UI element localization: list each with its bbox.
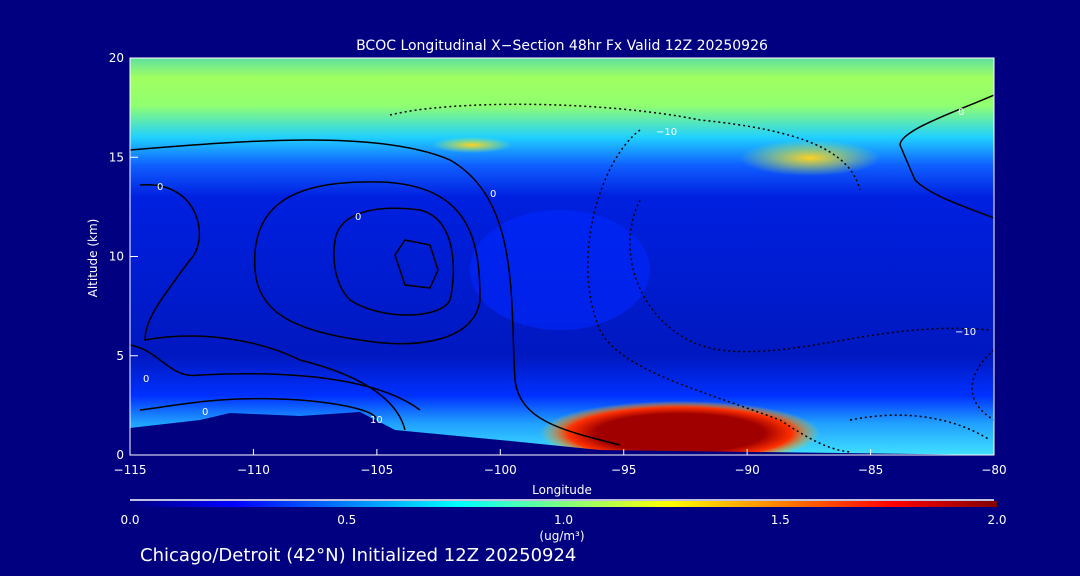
terrain bbox=[130, 412, 994, 455]
colorbar-tick-label: 1.5 bbox=[771, 513, 790, 527]
y-tick-label: 0 bbox=[116, 448, 124, 462]
chart-title: BCOC Longitudinal X−Section 48hr Fx Vali… bbox=[356, 38, 768, 54]
svg-text:−10: −10 bbox=[955, 327, 976, 338]
y-axis: 0 5 10 15 20 bbox=[109, 51, 138, 462]
colorbar-tick-label: 2.0 bbox=[987, 513, 1006, 527]
colorbar-units: (ug/m³) bbox=[539, 529, 584, 543]
svg-text:0: 0 bbox=[157, 182, 163, 193]
colorbar-ticks: 0.0 0.5 1.0 1.5 2.0 bbox=[120, 513, 1006, 527]
x-tick-label: −105 bbox=[360, 463, 393, 477]
plot-area: 0 0 0 0 0 0 10 −10 −10 bbox=[130, 58, 994, 455]
svg-text:0: 0 bbox=[143, 374, 149, 385]
contour-labels: 0 0 0 0 0 0 10 −10 −10 bbox=[143, 107, 976, 426]
svg-text:0: 0 bbox=[355, 212, 361, 223]
y-tick-label: 5 bbox=[116, 349, 124, 363]
plume-high-concentration bbox=[540, 401, 820, 455]
x-tick-label: −90 bbox=[734, 463, 759, 477]
y-tick-label: 20 bbox=[109, 51, 124, 65]
x-tick-label: −85 bbox=[858, 463, 883, 477]
x-axis-label: Longitude bbox=[532, 483, 592, 497]
y-tick-label: 15 bbox=[109, 150, 124, 164]
svg-text:10: 10 bbox=[370, 415, 383, 426]
svg-text:0: 0 bbox=[958, 107, 964, 118]
colorbar-tick-label: 1.0 bbox=[554, 513, 573, 527]
svg-text:0: 0 bbox=[490, 189, 496, 200]
colorbar-tick-label: 0.5 bbox=[337, 513, 356, 527]
y-axis-label: Altitude (km) bbox=[86, 219, 100, 298]
colorbar-tick-label: 0.0 bbox=[120, 513, 139, 527]
upper-maximum-west bbox=[432, 137, 512, 153]
x-tick-label: −100 bbox=[484, 463, 517, 477]
svg-text:−10: −10 bbox=[656, 127, 677, 138]
svg-text:0: 0 bbox=[202, 407, 208, 418]
x-tick-label: −115 bbox=[114, 463, 147, 477]
y-tick-label: 10 bbox=[109, 250, 124, 264]
x-tick-label: −95 bbox=[611, 463, 636, 477]
mid-level-patch bbox=[470, 210, 650, 330]
x-axis: −115 −110 −105 −100 −95 −90 −85 −80 bbox=[114, 449, 1007, 477]
colorbar bbox=[130, 501, 997, 507]
x-tick-label: −80 bbox=[981, 463, 1006, 477]
contours bbox=[130, 94, 994, 453]
x-tick-label: −110 bbox=[237, 463, 270, 477]
upper-maximum-east bbox=[740, 140, 880, 176]
footer-caption: Chicago/Detroit (42°N) Initialized 12Z 2… bbox=[140, 545, 576, 566]
